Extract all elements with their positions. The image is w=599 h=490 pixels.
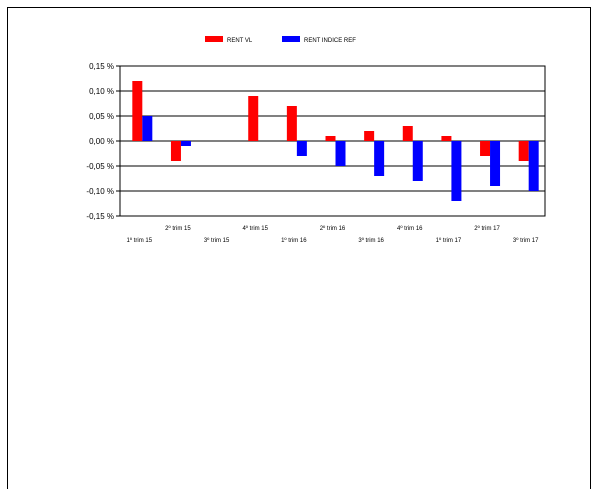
bar-rent-vl	[286, 106, 297, 141]
y-tick-label: 0,10 %	[89, 87, 114, 96]
x-tick-label: 3º trim 17	[513, 237, 539, 244]
bar-rent-indice-ref	[335, 141, 346, 166]
x-tick-label: 1º trim 16	[281, 237, 307, 244]
bar-rent-vl	[170, 141, 181, 161]
legend-swatch	[282, 36, 300, 42]
bar-rent-vl	[132, 81, 143, 141]
chart-frame	[7, 7, 591, 489]
x-tick-label: 4º trim 15	[242, 225, 268, 232]
legend-label: RENT VL	[227, 38, 253, 44]
y-tick-label: -0,15 %	[86, 212, 114, 221]
bar-rent-indice-ref	[180, 141, 191, 146]
bars	[132, 81, 539, 201]
x-tick-label: 1º trim 15	[127, 237, 153, 244]
bar-rent-vl	[402, 126, 413, 141]
bar-rent-indice-ref	[490, 141, 501, 186]
y-tick-label: 0,00 %	[89, 137, 114, 146]
x-tick-label: 2º trim 17	[474, 225, 500, 232]
x-tick-label: 2º trim 16	[320, 225, 346, 232]
legend: RENT VL RENT INDICE REF	[205, 36, 356, 44]
x-tick-label: 2º trim 15	[165, 225, 191, 232]
bar-rent-indice-ref	[412, 141, 423, 181]
legend-swatch	[205, 36, 223, 42]
bar-rent-vl	[325, 136, 336, 141]
bar-rent-vl	[480, 141, 491, 156]
x-tick-label: 3º trim 16	[358, 237, 384, 244]
y-tick-label: -0,05 %	[86, 162, 114, 171]
y-ticks: 0,15 % 0,10 % 0,05 % 0,00 % -0,05 % -0,10 % -0…	[86, 62, 120, 221]
bar-rent-indice-ref	[142, 116, 153, 141]
y-tick-label: -0,10 %	[86, 187, 114, 196]
y-tick-label: 0,05 %	[89, 112, 114, 121]
bar-rent-indice-ref	[451, 141, 462, 201]
x-tick-label: 3º trim 15	[204, 237, 230, 244]
legend-label: RENT INDICE REF	[304, 38, 356, 44]
x-ticks: 1º trim 15 2º trim 15 3º trim 15 4º trim 15…	[127, 225, 540, 244]
bar-rent-indice-ref	[296, 141, 307, 156]
bar-rent-vl	[248, 96, 259, 141]
bar-rent-indice-ref	[528, 141, 539, 191]
bar-rent-indice-ref	[374, 141, 385, 176]
x-tick-label: 1º trim 17	[436, 237, 462, 244]
bar-rent-vl	[441, 136, 452, 141]
bar-rent-vl	[518, 141, 529, 161]
bar-rent-vl	[364, 131, 375, 141]
x-tick-label: 4º trim 16	[397, 225, 423, 232]
y-tick-label: 0,15 %	[89, 62, 114, 71]
